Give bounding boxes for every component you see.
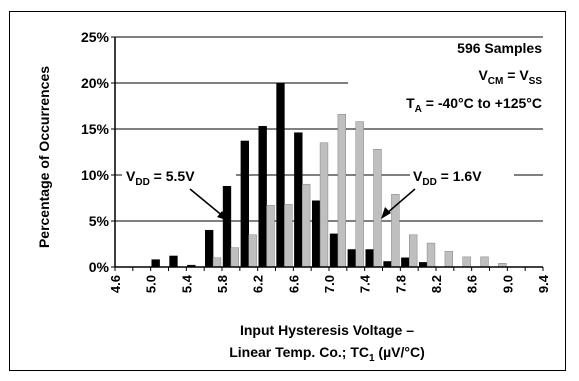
- x-axis-title-line2: Linear Temp. Co.; TC1 (µV/°C): [229, 344, 425, 364]
- bar-vdd-5.5v: [276, 82, 285, 268]
- bar-vdd-1.6v: [302, 183, 311, 268]
- x-tick-label: 9.4: [536, 274, 551, 293]
- x-tick-label: 7.8: [393, 275, 408, 293]
- bar-vdd-5.5v: [329, 233, 339, 268]
- x-tick-label: 5.4: [179, 274, 194, 293]
- bar-vdd-5.5v: [294, 132, 303, 268]
- bar-vdd-1.6v: [337, 114, 347, 268]
- temperature-range-label: TA = -40°C to +125°C: [406, 95, 542, 115]
- bar-vdd-1.6v: [409, 234, 418, 268]
- bar-vdd-1.6v: [248, 234, 257, 268]
- x-tick-label: 6.2: [251, 275, 266, 293]
- x-tick-label: 4.6: [108, 275, 123, 293]
- bar-vdd-1.6v: [462, 256, 471, 268]
- vdd-low-arrow-line: [385, 188, 416, 215]
- vdd-high-arrow-line: [189, 188, 225, 218]
- x-tick-label: 8.2: [429, 275, 444, 293]
- bar-vdd-1.6v: [480, 256, 489, 268]
- bar-vdd-5.5v: [222, 177, 232, 268]
- samples-label: 596 Samples: [457, 40, 542, 56]
- bar-vdd-5.5v: [240, 140, 250, 268]
- bar-vdd-5.5v: [347, 249, 356, 268]
- vcm-label: VCM = VSS: [478, 67, 542, 87]
- x-tick-label: 5.8: [215, 275, 230, 293]
- y-axis-title: Percentage of Occurrences: [36, 66, 52, 248]
- vdd-high-arrow-head: [217, 211, 229, 221]
- bar-vdd-1.6v: [230, 247, 240, 268]
- vdd-high-label: VDD = 5.5V: [126, 168, 195, 188]
- x-tick-label: 8.6: [465, 275, 480, 293]
- x-tick-labels: 4.6 5.0 5.4 5.8 6.2 6.6 7.0 7.4 7.8 8.2 8.6 9.0 9.4: [108, 274, 551, 293]
- vdd-high-label-bg: [122, 164, 236, 186]
- x-tick-label: 6.6: [286, 275, 301, 293]
- bar-vdd-5.5v: [311, 200, 321, 268]
- vdd-low-arrow-head: [381, 207, 391, 219]
- y-tick-label: 25%: [81, 29, 110, 45]
- bar-vdd-1.6v: [319, 142, 329, 268]
- bar-vdd-5.5v: [401, 257, 410, 268]
- x-tick-label: 9.0: [500, 275, 515, 293]
- bar-vdd-5.5v: [169, 255, 178, 268]
- bar-vdd-5.5v: [151, 259, 160, 268]
- chart-frame: [9, 11, 566, 371]
- annotation-background: [348, 38, 544, 120]
- bar-vdd-1.6v: [266, 205, 275, 268]
- vdd-low-label: VDD = 1.6V: [413, 168, 482, 188]
- vdd-low-label-bg: [410, 164, 514, 186]
- y-tick-label: 10%: [81, 167, 110, 183]
- y-tick-label: 15%: [81, 121, 110, 137]
- bar-vdd-5.5v: [258, 125, 267, 268]
- y-tick-label: 20%: [81, 75, 110, 91]
- x-axis-title-line1: Input Hysteresis Voltage –: [240, 322, 414, 338]
- bar-vdd-1.6v: [355, 121, 364, 268]
- bar-vdd-1.6v: [426, 242, 436, 268]
- y-tick-label: 0%: [89, 259, 110, 275]
- bar-vdd-5.5v: [383, 261, 392, 268]
- bar-vdd-1.6v: [212, 257, 222, 268]
- axes: [111, 36, 544, 271]
- bar-vdd-5.5v: [204, 229, 214, 268]
- bar-vdd-5.5v: [365, 249, 374, 268]
- x-tick-label: 7.0: [322, 275, 337, 293]
- bar-vdd-1.6v: [444, 251, 454, 268]
- x-tick-label: 7.4: [358, 274, 373, 293]
- x-tick-label: 5.0: [144, 275, 159, 293]
- bar-vdd-1.6v: [373, 148, 382, 268]
- y-tick-labels: 0% 5% 10% 15% 20% 25%: [81, 29, 110, 275]
- y-tick-label: 5%: [89, 213, 110, 229]
- bar-vdd-1.6v: [284, 204, 293, 268]
